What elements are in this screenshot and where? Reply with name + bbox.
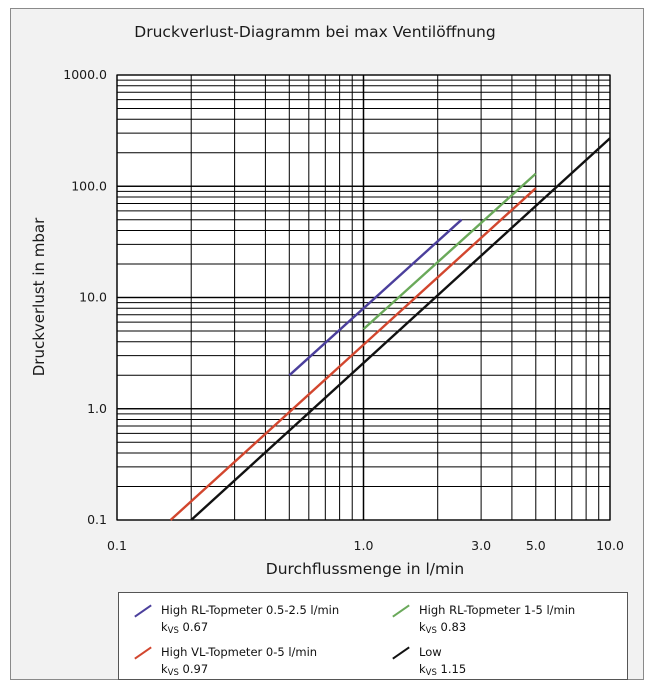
x-tick-label: 10.0 <box>596 538 624 553</box>
legend-item-low: Low kVS 1.15 <box>391 645 621 679</box>
legend-label: High VL-Topmeter 0-5 l/min <box>161 645 318 659</box>
x-tick-label: 5.0 <box>526 538 546 553</box>
y-tick-label: 1000.0 <box>63 67 107 82</box>
legend-swatch <box>134 646 152 660</box>
legend-kvs: kVS 0.97 <box>161 662 209 678</box>
grid <box>116 74 611 521</box>
x-tick-label: 0.1 <box>107 538 127 553</box>
tick-labels: 0.1 1.0 3.0 5.0 10.0 0.1 1.0 10.0 100.0 1000.0 <box>63 67 624 553</box>
legend-kvs: kVS 0.83 <box>419 620 467 636</box>
series-line-2 <box>362 172 537 330</box>
legend-item-vl-0-5: High VL-Topmeter 0-5 l/min kVS 0.97 <box>133 645 363 679</box>
legend-kvs: kVS 0.67 <box>161 620 209 636</box>
legend-kvs: kVS 1.15 <box>419 662 467 678</box>
x-tick-label: 1.0 <box>354 538 374 553</box>
legend-swatch <box>392 646 410 660</box>
y-tick-label: 10.0 <box>79 290 107 305</box>
y-axis-label: Druckverlust in mbar <box>30 217 48 376</box>
legend-swatch <box>134 604 152 618</box>
legend-item-rl-1-5: High RL-Topmeter 1-5 l/min kVS 0.83 <box>391 603 621 637</box>
chart-title: Druckverlust-Diagramm bei max Ventilöffn… <box>134 23 495 41</box>
legend-label: Low <box>419 645 442 659</box>
series-line-1 <box>288 218 463 377</box>
legend-item-rl-0-5-2-5: High RL-Topmeter 0.5-2.5 l/min kVS 0.67 <box>133 603 363 637</box>
x-tick-label: 3.0 <box>471 538 491 553</box>
x-axis-label: Durchflussmenge in l/min <box>266 560 464 578</box>
y-tick-label: 100.0 <box>71 178 107 193</box>
legend-swatch <box>392 604 410 618</box>
y-tick-label: 1.0 <box>87 401 107 416</box>
legend-label: High RL-Topmeter 1-5 l/min <box>419 603 576 617</box>
chart-svg: Druckverlust-Diagramm bei max Ventilöffn… <box>30 23 624 578</box>
legend: High RL-Topmeter 0.5-2.5 l/min kVS 0.67 … <box>118 592 628 680</box>
legend-label: High RL-Topmeter 0.5-2.5 l/min <box>161 603 340 617</box>
series-lines <box>169 137 611 521</box>
series-line-3 <box>169 187 537 521</box>
series-line-4 <box>190 137 611 521</box>
y-tick-label: 0.1 <box>87 512 107 527</box>
